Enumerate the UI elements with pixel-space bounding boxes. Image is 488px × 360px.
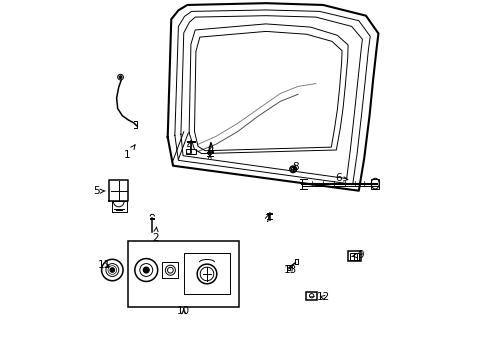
Text: 3: 3: [185, 141, 192, 157]
Text: 6: 6: [334, 173, 347, 183]
Bar: [349, 253, 358, 260]
Text: 7: 7: [264, 213, 270, 224]
Text: 1: 1: [124, 145, 135, 160]
Bar: [305, 292, 317, 300]
Text: 9: 9: [351, 250, 363, 260]
Bar: [128, 241, 239, 307]
Bar: [186, 149, 195, 154]
Circle shape: [119, 76, 122, 78]
Circle shape: [110, 268, 114, 272]
Bar: [370, 179, 378, 189]
Text: 12: 12: [316, 292, 329, 302]
Text: 5: 5: [93, 186, 105, 197]
Text: 4: 4: [207, 144, 213, 157]
Text: 11: 11: [98, 260, 111, 270]
Text: 13: 13: [283, 265, 296, 275]
Circle shape: [143, 267, 149, 273]
Text: 10: 10: [177, 306, 190, 316]
Text: 8: 8: [291, 162, 298, 172]
Text: 2: 2: [152, 227, 158, 243]
Bar: [347, 251, 360, 261]
